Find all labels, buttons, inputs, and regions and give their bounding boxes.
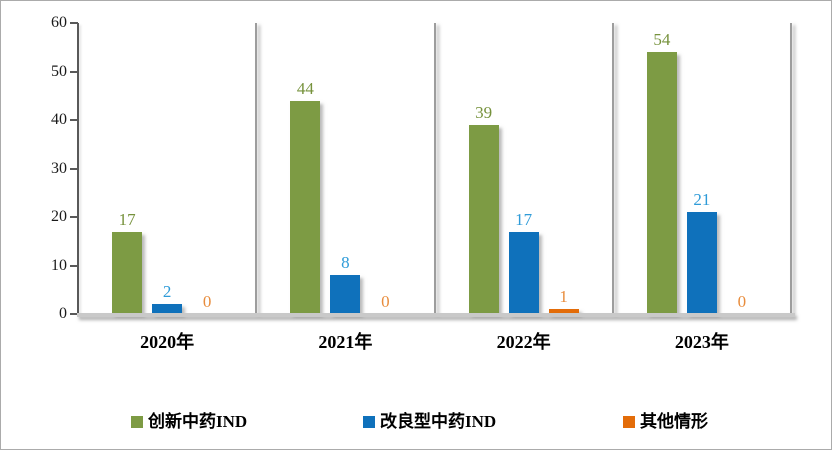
bar <box>112 231 143 314</box>
bar <box>468 124 499 314</box>
y-axis-tick <box>70 313 78 315</box>
bar <box>686 212 717 314</box>
x-axis-label: 2020年 <box>140 332 195 352</box>
bar <box>548 309 579 314</box>
y-axis-tick <box>70 70 78 73</box>
y-axis-tick <box>70 119 78 121</box>
bar-value-label: 17 <box>118 209 136 229</box>
category-gridline <box>255 23 258 314</box>
y-tick-label: 10 <box>51 256 67 274</box>
legend-label: 改良型中药IND <box>380 412 497 431</box>
y-tick-label: 30 <box>51 159 67 177</box>
y-tick-label: 40 <box>51 111 67 128</box>
x-axis-line <box>77 313 795 317</box>
y-axis-tick <box>70 216 78 218</box>
y-tick-label: 50 <box>51 62 67 80</box>
bar-value-label: 21 <box>693 190 711 210</box>
y-tick-label: 20 <box>51 208 67 225</box>
legend-label: 创新中药IND <box>148 412 248 431</box>
bar <box>508 231 539 314</box>
legend-swatch <box>363 416 375 428</box>
x-axis-label: 2023年 <box>674 332 729 352</box>
legend-swatch <box>131 416 143 428</box>
bar-value-label: 17 <box>515 209 533 229</box>
bar-value-label: 44 <box>296 78 314 98</box>
bar <box>290 100 321 314</box>
bar-value-label: 0 <box>737 292 747 311</box>
legend-label: 其他情形 <box>640 412 708 431</box>
bar <box>646 52 677 314</box>
category-gridline <box>611 23 614 314</box>
bar-value-label: 8 <box>341 253 350 273</box>
bar <box>152 304 183 314</box>
y-axis-tick <box>70 167 78 170</box>
bar-value-label: 2 <box>162 282 172 302</box>
x-axis-label: 2022年 <box>496 332 551 352</box>
bar-value-label: 0 <box>202 292 212 311</box>
y-axis-line <box>77 23 79 316</box>
category-gridline <box>790 23 792 314</box>
y-axis-tick <box>70 264 78 267</box>
y-tick-label: 0 <box>59 305 67 322</box>
legend-swatch <box>623 416 635 428</box>
bar-value-label: 39 <box>475 102 493 122</box>
y-axis-tick <box>70 22 78 24</box>
x-axis-label: 2021年 <box>318 332 373 352</box>
category-gridline <box>433 23 436 314</box>
bar-value-label: 54 <box>653 30 671 50</box>
bar-value-label: 0 <box>381 292 390 311</box>
y-tick-label: 60 <box>51 14 67 31</box>
bar <box>330 275 361 314</box>
bar-value-label: 1 <box>559 287 568 307</box>
